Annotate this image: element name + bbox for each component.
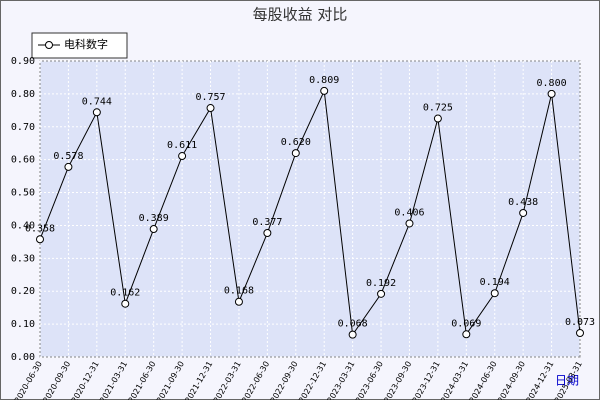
marker — [377, 289, 386, 298]
value-label: 0.757 — [195, 92, 225, 103]
value-label: 0.168 — [224, 286, 254, 297]
marker — [149, 225, 158, 234]
marker — [547, 89, 556, 98]
value-label: 0.194 — [480, 277, 510, 288]
marker — [291, 149, 300, 158]
plot-area — [39, 60, 581, 358]
marker — [64, 162, 73, 171]
value-label: 0.192 — [366, 278, 396, 289]
value-label: 0.073 — [565, 317, 595, 328]
value-label: 0.620 — [281, 137, 311, 148]
value-label: 0.438 — [508, 197, 538, 208]
marker — [433, 114, 442, 123]
value-label: 0.358 — [25, 223, 55, 234]
y-tick-label: 0.40 — [11, 220, 35, 231]
value-label: 0.725 — [423, 103, 453, 114]
marker — [519, 208, 528, 217]
legend-marker — [45, 41, 53, 49]
marker — [490, 289, 499, 298]
marker — [462, 330, 471, 339]
marker — [348, 330, 357, 339]
marker — [36, 235, 44, 244]
value-label: 0.611 — [167, 140, 197, 151]
marker — [92, 108, 101, 117]
y-tick-label: 0.60 — [11, 155, 35, 166]
y-tick-label: 0.70 — [11, 122, 35, 133]
marker — [206, 104, 215, 113]
value-label: 0.800 — [537, 78, 567, 89]
y-tick-label: 0.30 — [11, 253, 35, 264]
y-tick-label: 0.90 — [11, 56, 35, 67]
marker — [320, 86, 329, 95]
y-tick-label: 0.80 — [11, 89, 35, 100]
marker — [121, 299, 130, 308]
line — [39, 89, 581, 337]
value-label: 0.377 — [252, 217, 282, 228]
marker — [263, 229, 272, 238]
marker — [178, 152, 187, 161]
marker — [405, 219, 414, 228]
value-label: 0.389 — [139, 213, 169, 224]
value-label: 0.406 — [394, 207, 424, 218]
y-tick-label: 0.00 — [11, 352, 35, 363]
value-label: 0.578 — [53, 151, 83, 162]
marker — [234, 297, 243, 306]
y-tick-label: 0.20 — [11, 286, 35, 297]
x-axis-label: 日期 — [555, 374, 579, 388]
legend-label: 电科数字 — [64, 37, 108, 51]
value-label: 0.069 — [451, 318, 481, 329]
value-label: 0.744 — [82, 96, 112, 107]
y-tick-label: 0.50 — [11, 188, 35, 199]
y-tick-label: 0.10 — [11, 319, 35, 330]
value-label: 0.068 — [338, 319, 368, 330]
chart-title: 每股收益 对比 — [253, 6, 348, 24]
value-label: 0.162 — [110, 288, 140, 299]
marker — [576, 328, 584, 337]
value-label: 0.809 — [309, 75, 339, 86]
